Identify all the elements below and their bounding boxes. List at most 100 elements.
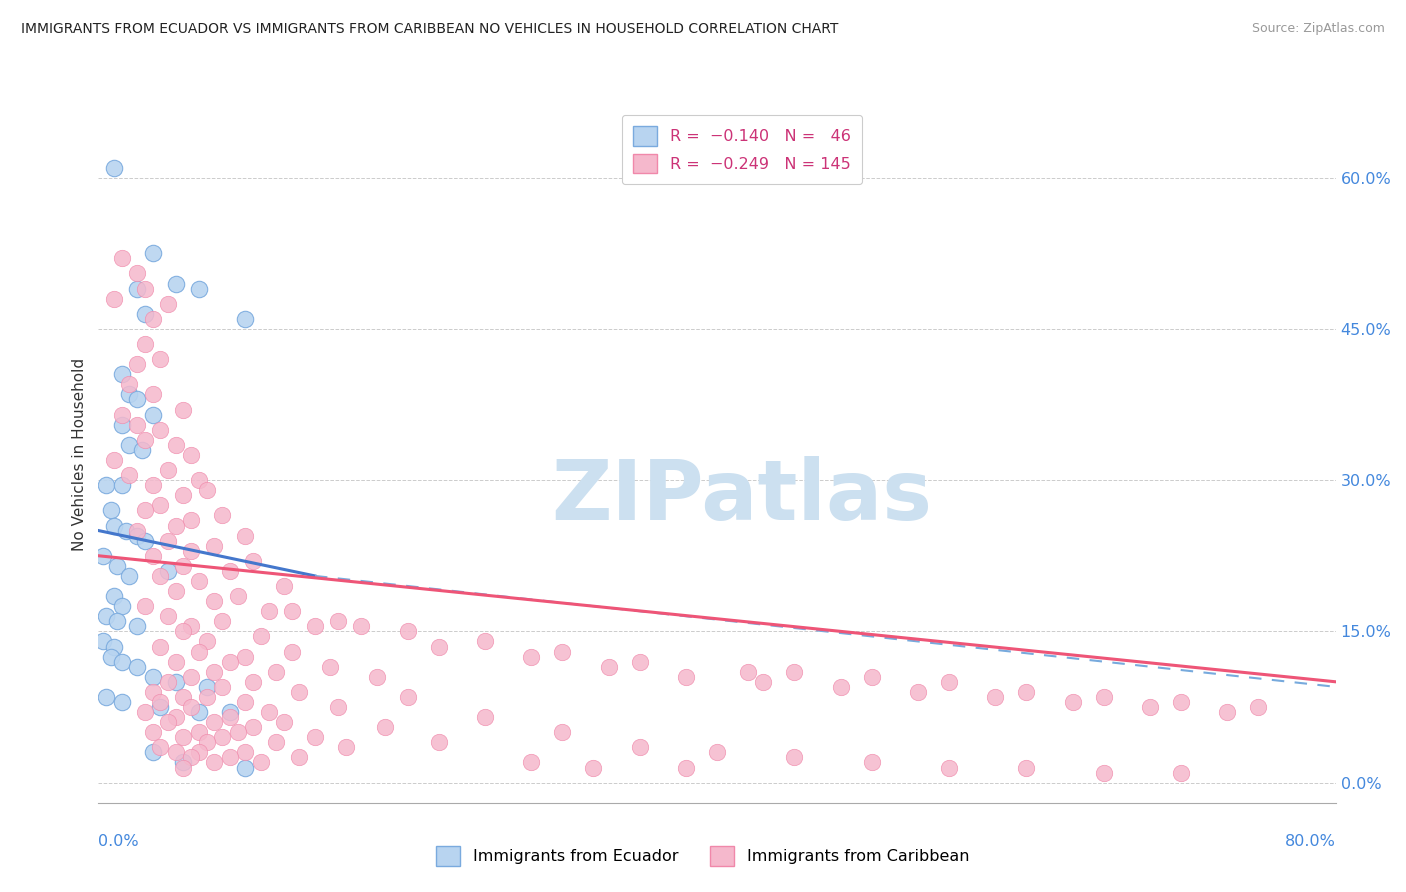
Point (211, 508, 233, 523)
Point (141, 725, 165, 739)
Point (96, 609, 118, 624)
Point (235, 760, 257, 774)
Point (520, 649, 543, 664)
Point (118, 377, 141, 392)
Point (180, 619, 202, 633)
Point (250, 629, 273, 643)
Point (103, 292, 125, 306)
Point (141, 478, 165, 492)
Point (235, 695, 257, 709)
Point (149, 700, 172, 714)
Point (103, 589, 125, 603)
Point (374, 720, 396, 734)
Point (141, 549, 165, 563)
Point (180, 750, 202, 764)
Point (134, 599, 156, 614)
Point (111, 599, 132, 614)
Point (127, 392, 149, 407)
Point (204, 715, 226, 730)
Point (250, 756, 273, 770)
Point (149, 695, 172, 709)
Point (134, 307, 156, 321)
Point (134, 281, 156, 295)
Point (165, 277, 187, 291)
Point (96, 690, 118, 704)
Point (157, 674, 180, 689)
Point (180, 513, 202, 527)
Point (830, 680, 852, 694)
Point (598, 659, 620, 673)
Point (141, 670, 165, 684)
Point (226, 589, 249, 603)
Point (520, 756, 543, 770)
Point (103, 453, 125, 467)
Point (474, 710, 496, 724)
Point (111, 417, 132, 432)
Legend: R =  −0.140   N =   46, R =  −0.249   N = 145: R = −0.140 N = 46, R = −0.249 N = 145 (621, 115, 862, 185)
Point (111, 252, 132, 266)
Point (111, 408, 132, 422)
Point (326, 700, 350, 714)
Point (273, 715, 295, 730)
Point (1139, 700, 1161, 714)
Point (127, 528, 149, 542)
Point (149, 569, 172, 583)
Point (134, 433, 156, 447)
Point (134, 533, 156, 548)
Point (180, 700, 202, 714)
Point (127, 619, 149, 633)
Point (111, 368, 132, 382)
Point (582, 760, 605, 774)
Legend: Immigrants from Ecuador, Immigrants from Caribbean: Immigrants from Ecuador, Immigrants from… (426, 837, 980, 875)
Point (96, 478, 118, 492)
Point (326, 615, 350, 629)
Point (242, 554, 264, 568)
Point (157, 296, 180, 310)
Point (235, 311, 257, 326)
Point (172, 488, 194, 502)
Point (235, 745, 257, 759)
Point (257, 604, 280, 618)
Point (235, 649, 257, 664)
Point (211, 615, 233, 629)
Point (149, 352, 172, 367)
Point (226, 725, 249, 739)
Point (675, 760, 697, 774)
Point (165, 438, 187, 452)
Point (211, 680, 233, 694)
Point (188, 574, 211, 588)
Point (219, 705, 242, 719)
Point (551, 725, 574, 739)
Point (304, 619, 326, 633)
Point (264, 665, 288, 679)
Point (165, 518, 187, 533)
Point (180, 670, 202, 684)
Y-axis label: No Vehicles in Household: No Vehicles in Household (72, 359, 87, 551)
Point (172, 690, 194, 704)
Point (907, 685, 929, 699)
Point (335, 740, 357, 755)
Point (273, 579, 295, 593)
Text: 0.0%: 0.0% (98, 834, 139, 849)
Point (157, 564, 180, 578)
Point (195, 680, 218, 694)
Point (157, 533, 180, 548)
Point (188, 745, 211, 759)
Point (141, 311, 165, 326)
Point (219, 564, 242, 578)
Point (172, 731, 194, 745)
Point (1092, 765, 1115, 780)
Point (157, 463, 180, 477)
Point (157, 609, 180, 624)
Point (127, 524, 149, 538)
Point (1216, 705, 1239, 719)
Point (118, 438, 141, 452)
Point (118, 569, 141, 583)
Point (706, 745, 728, 759)
Point (134, 337, 156, 351)
Point (675, 670, 697, 684)
Point (157, 715, 180, 730)
Point (219, 655, 242, 669)
Point (264, 735, 288, 749)
Point (396, 624, 419, 639)
